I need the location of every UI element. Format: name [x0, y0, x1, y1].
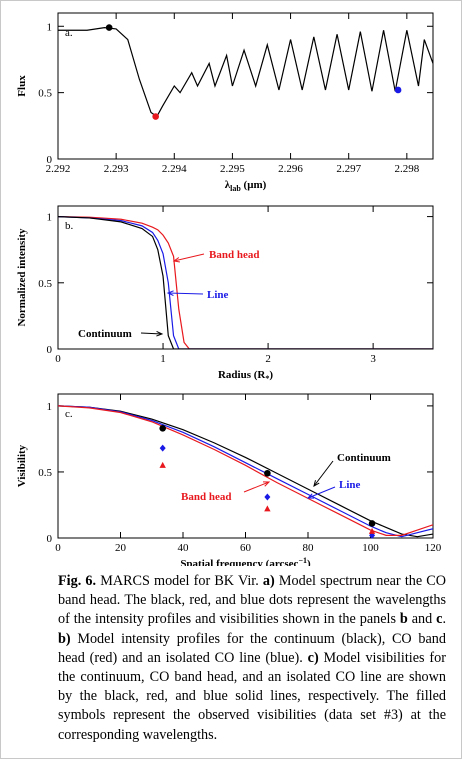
x-tick-label: 100: [362, 542, 379, 554]
caption-text: a): [262, 573, 275, 589]
y-tick-label: 0.5: [38, 278, 52, 290]
annotation-arrowhead: [262, 481, 271, 487]
annotation-arrowhead: [313, 480, 320, 488]
y-tick-label: 0.5: [38, 467, 52, 479]
x-tick-label: 120: [425, 542, 442, 554]
x-axis-label-sup: −1: [298, 556, 307, 565]
point: [368, 527, 376, 534]
x-axis-label-text: Spatial frequency (arcsec: [180, 558, 298, 566]
annotation-arrowhead: [306, 493, 315, 499]
annotation-arrow: [243, 481, 270, 493]
plot-frame: [57, 12, 434, 160]
caption-text: and: [407, 611, 437, 628]
point: [394, 86, 402, 94]
x-tick-label: 3: [370, 353, 376, 365]
x-tick-label: 2.293: [104, 163, 129, 175]
panel-label: a.: [65, 27, 73, 39]
x-tick-label: 2.297: [336, 163, 361, 175]
annotation: Line: [339, 479, 361, 491]
line-series: [58, 215, 433, 349]
x-tick-label: 2.294: [162, 163, 187, 175]
x-axis-label: Radius (R*): [218, 369, 273, 383]
figure: 2.292 2.293 2.294 2.295 2.296 2.297 2.298 0 0.5 1…: [16, 12, 442, 566]
annotation-arrow: [140, 332, 163, 335]
caption-text: .: [442, 611, 446, 628]
x-axis-label-sub: lab: [230, 184, 241, 193]
point: [264, 493, 271, 501]
y-tick-label: 1: [47, 401, 53, 413]
y-tick-label: 0: [47, 533, 53, 545]
x-tick-label: 1: [160, 353, 166, 365]
y-tick-label: 0: [47, 154, 53, 166]
point: [152, 113, 159, 120]
caption-label: Fig. 6.: [58, 573, 97, 589]
x-axis-label-unit: ): [307, 558, 311, 566]
point: [264, 469, 271, 477]
x-tick-label: 80: [303, 542, 315, 554]
caption-text: c: [436, 611, 443, 628]
point: [105, 24, 113, 31]
y-tick-label: 0.5: [38, 88, 52, 100]
x-tick-label: 60: [240, 542, 252, 554]
y-axis-label: Visibility: [16, 444, 28, 487]
line-series: [58, 215, 433, 349]
annotation: Continuum: [337, 452, 391, 464]
x-tick-label: 2.292: [46, 163, 71, 175]
y-axis-label: Normalized intensity: [16, 228, 28, 327]
x-axis-label-text: λ: [225, 179, 231, 191]
line-series: [58, 405, 433, 538]
line-series: [58, 26, 433, 118]
annotation: Band head: [209, 249, 259, 261]
point: [264, 505, 271, 512]
x-tick-label: 2.298: [394, 163, 419, 175]
caption-text: c): [307, 649, 319, 666]
caption-text: b: [399, 611, 408, 628]
caption-text: Model visibilities for the continuum, CO…: [58, 649, 446, 743]
caption-text: Model intensity profiles for the continu…: [58, 630, 446, 666]
x-tick-label: 2: [265, 353, 271, 365]
panel-label: b.: [65, 220, 74, 232]
y-tick-label: 0: [47, 344, 53, 356]
x-axis-label-text: Radius (R: [218, 369, 266, 381]
point: [159, 444, 166, 452]
x-axis-label: λlab (μm): [225, 179, 267, 193]
line-series: [58, 405, 433, 538]
y-tick-label: 1: [47, 212, 53, 224]
caption: Fig. 6. MARCS model for BK Vir. a) Model…: [58, 572, 446, 745]
annotation: Band head: [181, 491, 231, 503]
annotation-arrow: [173, 253, 205, 262]
caption-text: Model spectrum near the CO band head. Th…: [58, 573, 447, 628]
line-series: [58, 405, 433, 536]
y-axis-label: Flux: [16, 75, 28, 97]
annotation-arrowhead: [156, 330, 164, 337]
x-tick-label: 40: [178, 542, 190, 554]
x-tick-label: 0: [55, 542, 61, 554]
annotation: Continuum: [78, 328, 132, 340]
x-axis-label-unit: (μm): [241, 179, 267, 191]
x-tick-label: 20: [115, 542, 127, 554]
annotation-arrow: [313, 460, 334, 487]
caption-text: b): [58, 630, 71, 647]
x-axis-label: Spatial frequency (arcsec−1): [180, 556, 311, 566]
x-tick-label: 2.295: [220, 163, 245, 175]
annotation-arrow: [167, 292, 204, 295]
x-axis-label-sub: *: [265, 374, 269, 383]
caption-text: MARCS model for BK Vir.: [100, 573, 263, 589]
x-axis-label-unit: ): [269, 369, 273, 381]
point: [159, 461, 166, 468]
x-tick-label: 2.296: [278, 163, 303, 175]
line-series: [58, 215, 433, 349]
annotation: Line: [207, 289, 229, 301]
annotation-arrow: [307, 486, 336, 499]
panel-label: c.: [65, 408, 73, 420]
point: [368, 520, 376, 527]
annotation-arrowhead: [172, 257, 180, 263]
annotation-arrowhead: [166, 290, 174, 296]
y-tick-label: 1: [47, 21, 53, 33]
point: [159, 425, 166, 432]
x-tick-label: 0: [55, 353, 61, 365]
